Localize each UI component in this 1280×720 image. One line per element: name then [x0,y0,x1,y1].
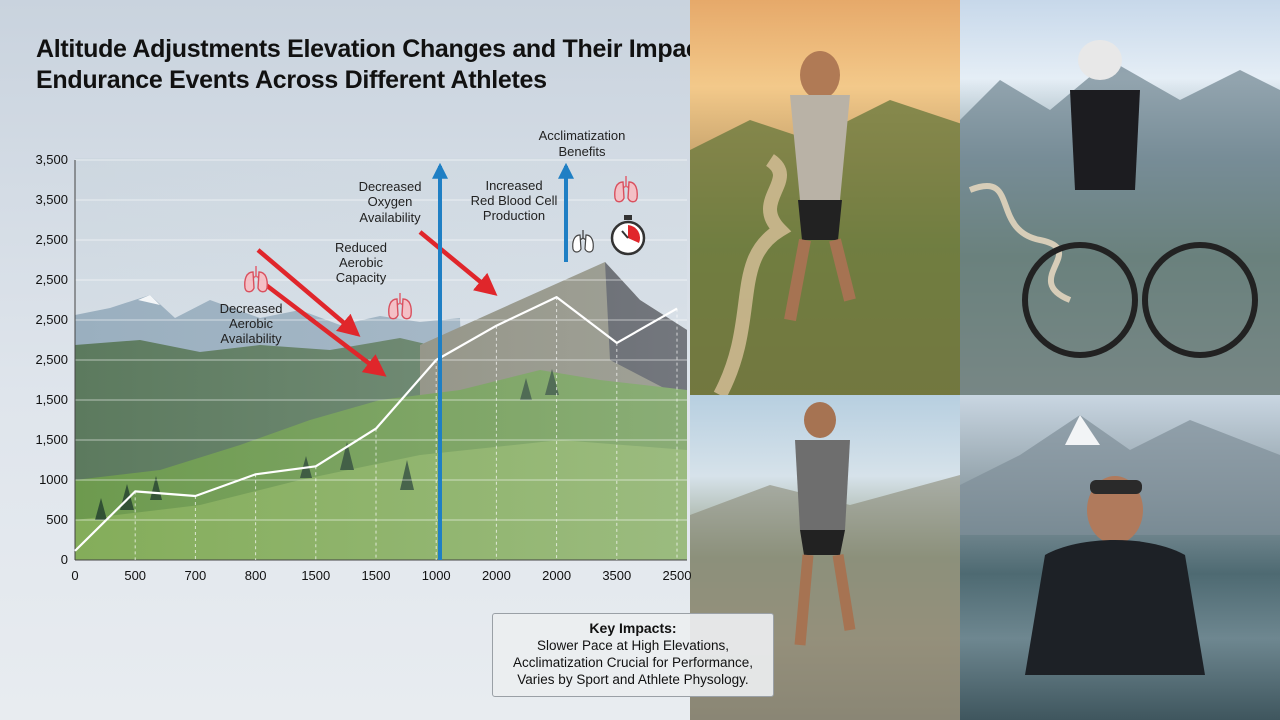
x-tick-label: 1500 [362,568,391,583]
x-tick-label: 800 [245,568,267,583]
y-tick-label: 1,500 [35,392,68,407]
x-tick-label: 2000 [542,568,571,583]
y-tick-label: 1,500 [35,432,68,447]
y-tick-label: 3,500 [35,152,68,167]
key-impact-line: Acclimatization Crucial for Performance, [501,654,765,671]
key-impact-line: Varies by Sport and Athlete Physology. [501,671,765,688]
x-tick-label: 3500 [602,568,631,583]
key-impacts-box: Key Impacts: Slower Pace at High Elevati… [492,613,774,697]
key-impact-line: Slower Pace at High Elevations, [501,637,765,654]
x-tick-labels: 0 500 700 800 1500 1500 1000 2000 2000 3500 2500 [71,568,691,583]
y-tick-label: 2,500 [35,352,68,367]
x-tick-label: 1000 [422,568,451,583]
x-tick-label: 2000 [482,568,511,583]
annotation-decreased-oxygen-availability: Decreased Oxygen Availability [359,179,422,225]
x-tick-label: 700 [185,568,207,583]
annotation-decreased-aerobic-availability: Decreased Aerobic Availability [220,301,283,346]
key-impacts-title: Key Impacts: [501,620,765,637]
y-tick-label: 500 [46,512,68,527]
x-tick-label: 2500 [663,568,692,583]
y-tick-label: 2,500 [35,312,68,327]
annotation-acclimatization-benefits: Acclimatization Benefits [539,128,626,159]
y-tick-labels: 3,500 3,500 2,500 2,500 2,500 2,500 1,500 1,500… [35,152,68,567]
x-tick-label: 1500 [301,568,330,583]
x-tick-label: 0 [71,568,78,583]
y-tick-label: 2,500 [35,232,68,247]
y-tick-label: 3,500 [35,192,68,207]
y-tick-label: 2,500 [35,272,68,287]
y-tick-label: 0 [61,552,68,567]
x-tick-label: 500 [124,568,146,583]
annotation-reduced-aerobic-capacity: Reduced Aerobic Capacity [335,240,387,285]
y-tick-label: 1000 [39,472,68,487]
